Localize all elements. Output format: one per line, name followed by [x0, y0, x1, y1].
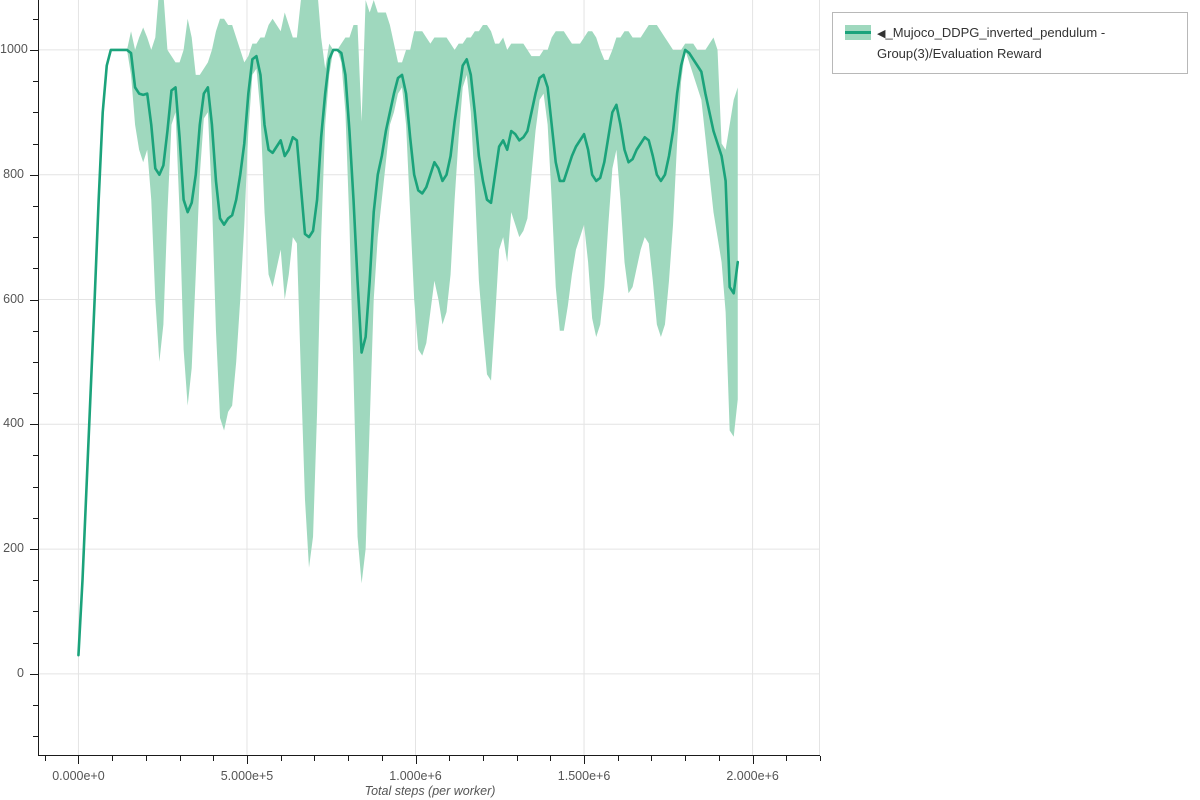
x-tick-label: 5.000e+5: [220, 769, 274, 783]
y-tick-major: [30, 549, 38, 551]
y-tick-minor: [33, 81, 38, 83]
y-tick-label: 1000: [0, 41, 28, 56]
legend-line-swatch: [845, 31, 871, 34]
x-tick-minor: [617, 756, 619, 761]
y-tick-minor: [33, 143, 38, 145]
y-tick-minor: [33, 611, 38, 613]
x-tick-minor: [112, 756, 114, 761]
x-tick-major: [584, 756, 586, 764]
legend-entry-label: ◀_Mujoco_DDPG_inverted_pendulum - Group(…: [877, 23, 1177, 63]
y-tick-minor: [33, 393, 38, 395]
y-tick-label: 200: [3, 541, 24, 556]
x-tick-major: [78, 756, 80, 764]
x-tick-minor: [348, 756, 350, 761]
y-tick-label: 600: [3, 291, 24, 306]
x-tick-minor: [685, 756, 687, 761]
x-tick-minor: [482, 756, 484, 761]
y-tick-major: [30, 49, 38, 51]
y-tick-major: [30, 673, 38, 675]
x-tick-minor: [280, 756, 282, 761]
y-tick-minor: [33, 455, 38, 457]
x-tick-major: [246, 756, 248, 764]
x-tick-minor: [44, 756, 46, 761]
chart-canvas: [38, 0, 820, 755]
legend-entry[interactable]: ◀_Mujoco_DDPG_inverted_pendulum - Group(…: [845, 23, 1177, 63]
legend[interactable]: ◀_Mujoco_DDPG_inverted_pendulum - Group(…: [832, 12, 1188, 74]
y-tick-major: [30, 174, 38, 176]
y-tick-minor: [33, 18, 38, 20]
x-tick-major: [415, 756, 417, 764]
plot-area: [38, 0, 820, 755]
x-tick-minor: [550, 756, 552, 761]
y-tick-minor: [33, 330, 38, 332]
y-tick-minor: [33, 642, 38, 644]
y-tick-major: [30, 299, 38, 301]
x-axis-title: Total steps (per worker): [364, 784, 496, 798]
y-tick-label: 800: [3, 166, 24, 181]
legend-collapse-icon[interactable]: ◀: [877, 28, 886, 40]
y-tick-minor: [33, 580, 38, 582]
x-tick-minor: [381, 756, 383, 761]
y-tick-minor: [33, 361, 38, 363]
y-tick-label: 400: [3, 416, 24, 431]
y-tick-minor: [33, 705, 38, 707]
x-tick-minor: [213, 756, 215, 761]
legend-series-name: _Mujoco_DDPG_inverted_pendulum - Group(3…: [877, 25, 1106, 61]
x-tick-label: 2.000e+6: [726, 769, 779, 783]
x-tick-minor: [449, 756, 451, 761]
x-axis-spine: [38, 755, 820, 756]
legend-swatch-icon: [845, 25, 871, 40]
y-axis-spine: [38, 0, 39, 755]
x-tick-minor: [718, 756, 720, 761]
x-tick-minor: [145, 756, 147, 761]
x-tick-minor: [314, 756, 316, 761]
y-tick-label: 0: [17, 665, 24, 680]
x-tick-minor: [516, 756, 518, 761]
x-tick-label: 0.000e+0: [52, 769, 105, 783]
y-tick-minor: [33, 486, 38, 488]
y-tick-minor: [33, 517, 38, 519]
y-tick-minor: [33, 237, 38, 239]
x-tick-minor: [786, 756, 788, 761]
y-tick-major: [30, 424, 38, 426]
x-tick-minor: [651, 756, 653, 761]
x-tick-minor: [820, 756, 821, 761]
y-tick-minor: [33, 736, 38, 738]
y-tick-minor: [33, 268, 38, 270]
x-tick-label: 1.000e+6: [389, 769, 442, 783]
y-tick-minor: [33, 112, 38, 114]
x-tick-label: 1.500e+6: [557, 769, 611, 783]
x-tick-minor: [179, 756, 181, 761]
x-tick-major: [752, 756, 754, 764]
y-tick-minor: [33, 205, 38, 207]
